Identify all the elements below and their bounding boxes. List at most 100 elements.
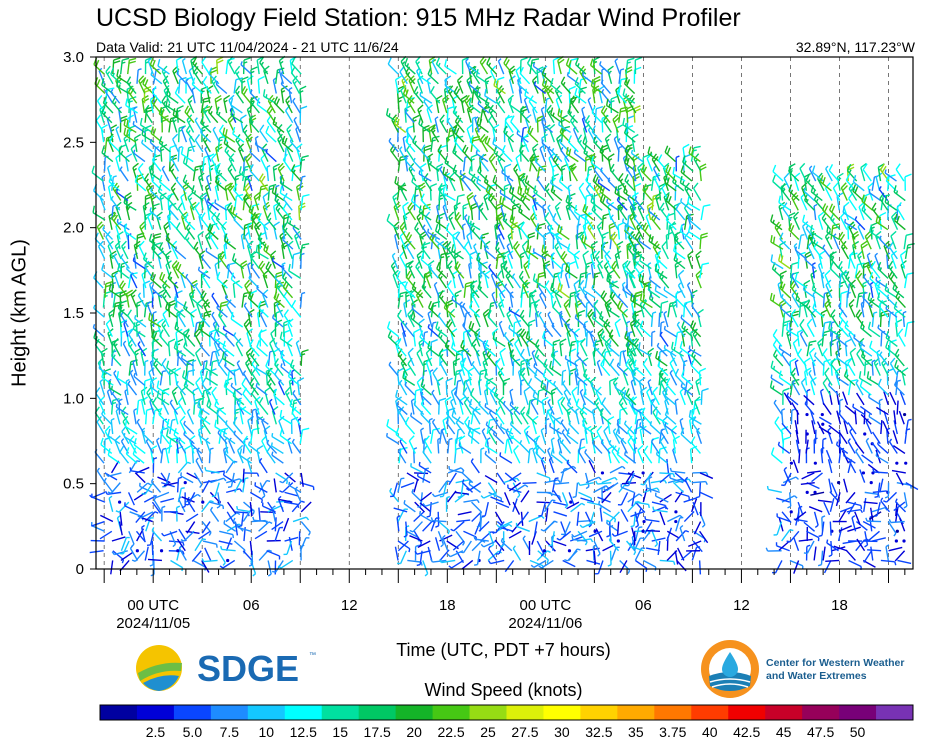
- wind-barb: [201, 521, 211, 534]
- wind-barb: [190, 440, 203, 454]
- wind-barb: [165, 429, 179, 445]
- wind-barb: [813, 511, 819, 528]
- wind-barb: [865, 437, 873, 454]
- wind-barb: [158, 106, 171, 124]
- wind-barb: [152, 311, 157, 328]
- wind-barb-calm: [542, 549, 547, 553]
- wind-barb: [92, 324, 105, 338]
- wind-barb: [878, 398, 883, 415]
- cw3e-logo: Center for Western Weather and Water Ext…: [701, 640, 904, 698]
- wind-barb: [180, 191, 187, 211]
- wind-barb: [182, 174, 195, 192]
- wind-barb: [699, 232, 708, 250]
- wind-barb: [91, 520, 105, 527]
- wind-barb: [777, 441, 791, 455]
- wind-barb: [236, 505, 252, 513]
- wind-barb: [413, 478, 419, 493]
- wind-barb: [434, 537, 441, 551]
- x-tick-date-label: 2024/11/05: [116, 615, 190, 632]
- wind-barb: [226, 263, 236, 279]
- wind-barb: [599, 507, 603, 522]
- wind-barb: [178, 545, 187, 561]
- wind-barb: [272, 347, 280, 367]
- wind-barb: [113, 253, 122, 269]
- wind-barb: [420, 427, 425, 444]
- wind-barb: [274, 342, 285, 357]
- wind-barb-calm: [674, 510, 678, 514]
- wind-barb: [99, 378, 105, 396]
- wind-barb: [151, 330, 163, 347]
- wind-barb: [474, 521, 481, 535]
- wind-barb: [232, 416, 243, 435]
- wind-barb: [666, 527, 673, 542]
- wind-barb: [557, 55, 565, 75]
- wind-barb: [267, 560, 272, 577]
- wind-barb: [458, 435, 466, 454]
- wind-barb: [209, 350, 217, 367]
- wind-barb: [492, 174, 505, 192]
- wind-barb: [167, 212, 179, 231]
- colorbar-swatch: [617, 705, 655, 720]
- wind-barb: [885, 340, 898, 357]
- wind-barb: [894, 348, 905, 367]
- wind-barb: [274, 526, 283, 542]
- wind-barb: [507, 94, 514, 114]
- wind-barb: [578, 182, 587, 201]
- wind-barb: [562, 559, 576, 568]
- wind-barb: [148, 281, 155, 298]
- wind-barb: [509, 420, 522, 435]
- sdge-logo: SDGE ™: [136, 645, 316, 691]
- wind-barb: [262, 89, 277, 104]
- wind-barb-calm: [904, 461, 908, 465]
- wind-barb: [90, 522, 105, 532]
- wind-barb: [786, 530, 800, 543]
- wind-barb: [410, 398, 415, 415]
- wind-barb: [552, 540, 567, 547]
- wind-barb: [163, 481, 178, 487]
- wind-barb: [617, 145, 623, 162]
- wind-barb: [438, 397, 447, 415]
- wind-barb: [201, 254, 212, 270]
- wind-barb: [181, 57, 188, 75]
- wind-barb: [545, 540, 556, 552]
- wind-barb: [515, 328, 523, 347]
- wind-barb: [243, 501, 255, 515]
- wind-barb: [233, 367, 241, 386]
- wind-barb: [218, 251, 229, 270]
- wind-barb: [195, 347, 202, 367]
- wind-barb: [173, 301, 186, 318]
- wind-barb: [92, 205, 106, 221]
- wind-barb: [107, 240, 114, 260]
- wind-barb: [112, 550, 125, 564]
- wind-barb: [481, 501, 489, 517]
- wind-barb: [161, 357, 171, 377]
- colorbar-swatch: [728, 705, 766, 720]
- wind-barb: [263, 221, 271, 240]
- wind-barb: [432, 367, 441, 386]
- wind-barb: [536, 175, 546, 192]
- wind-barb: [469, 250, 477, 269]
- wind-barb: [128, 531, 135, 548]
- wind-barb: [817, 550, 824, 567]
- wind-barb: [116, 218, 130, 231]
- wind-barb: [408, 435, 416, 454]
- wind-barb: [207, 223, 219, 240]
- wind-barb-calm: [641, 471, 645, 475]
- wind-barb: [183, 301, 195, 318]
- wind-barb: [93, 183, 105, 202]
- wind-barb: [810, 308, 817, 328]
- wind-barb: [130, 289, 138, 308]
- wind-barb: [607, 445, 615, 464]
- wind-barb-calm: [863, 432, 867, 436]
- wind-barb: [614, 318, 621, 337]
- wind-barb: [893, 185, 906, 202]
- wind-barb: [230, 382, 243, 396]
- wind-barb: [247, 291, 260, 309]
- wind-barb: [113, 370, 122, 386]
- wind-barb: [175, 505, 181, 522]
- wind-barb: [664, 388, 677, 406]
- wind-barb: [675, 202, 686, 221]
- wind-barb: [272, 163, 280, 182]
- wind-barb: [137, 341, 147, 357]
- wind-barb: [463, 241, 473, 260]
